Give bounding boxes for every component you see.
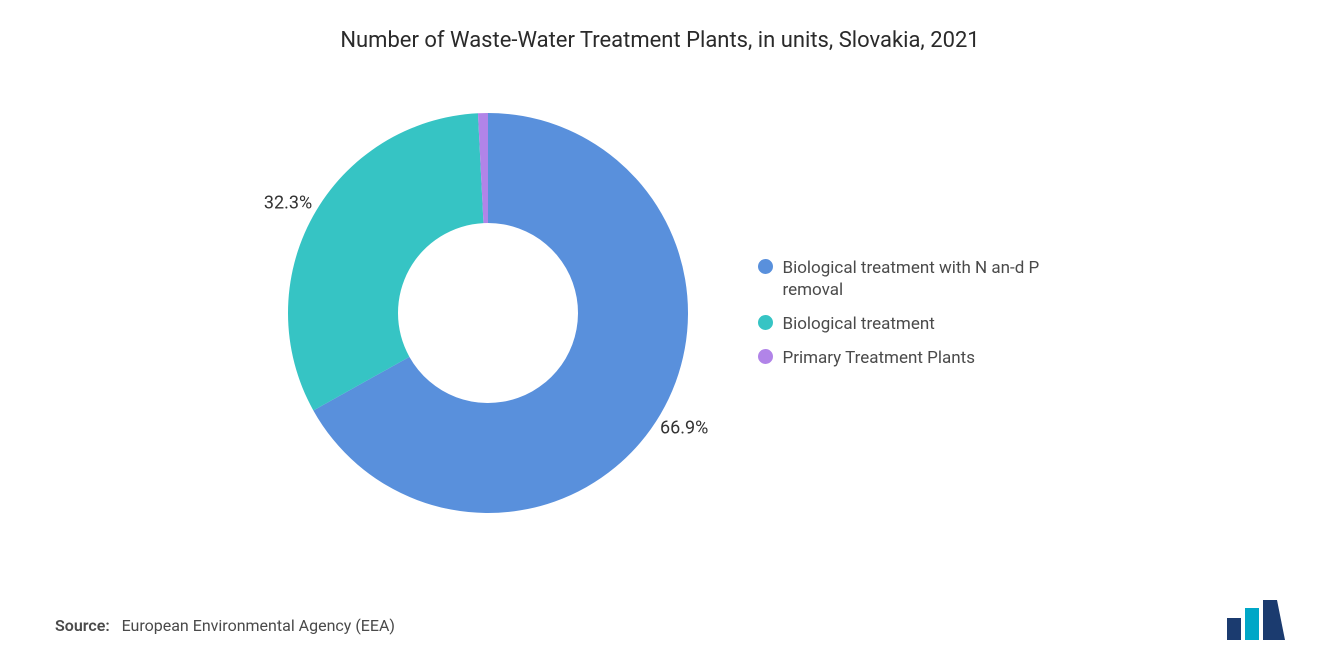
slice-label-1: 32.3% xyxy=(264,192,312,213)
legend-swatch-icon xyxy=(758,259,773,274)
donut-slice-1 xyxy=(288,113,483,410)
legend-item-2: Primary Treatment Plants xyxy=(758,347,1043,369)
chart-legend: Biological treatment with N an-d P remov… xyxy=(758,257,1043,369)
donut-container: 66.9%32.3% xyxy=(278,103,698,523)
legend-swatch-icon xyxy=(758,349,773,364)
chart-title: Number of Waste-Water Treatment Plants, … xyxy=(0,0,1320,63)
chart-area: 66.9%32.3% Biological treatment with N a… xyxy=(0,63,1320,563)
slice-label-0: 66.9% xyxy=(660,418,708,439)
source-line: Source: European Environmental Agency (E… xyxy=(55,616,395,635)
legend-swatch-icon xyxy=(758,315,773,330)
source-text xyxy=(114,616,122,635)
legend-item-0: Biological treatment with N an-d P remov… xyxy=(758,257,1043,301)
source-label: Source: xyxy=(55,616,110,635)
legend-item-1: Biological treatment xyxy=(758,313,1043,335)
legend-label: Biological treatment with N an-d P remov… xyxy=(783,257,1043,301)
donut-chart xyxy=(278,103,698,523)
source-value: European Environmental Agency (EEA) xyxy=(122,616,395,635)
legend-label: Primary Treatment Plants xyxy=(783,347,975,369)
legend-label: Biological treatment xyxy=(783,313,935,335)
brand-logo xyxy=(1225,600,1285,640)
